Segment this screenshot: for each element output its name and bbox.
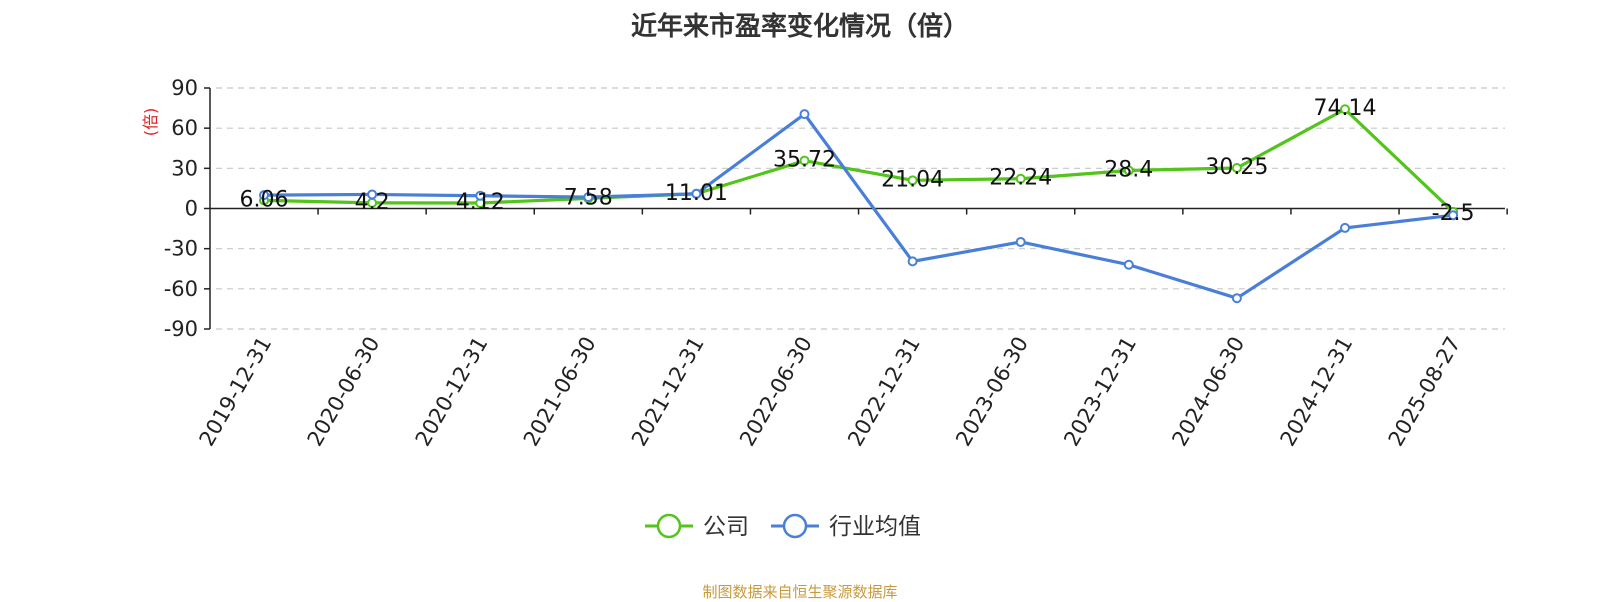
data-point [1123,165,1134,176]
data-label: 4.12 [456,190,505,215]
x-tick-label: 2024-06-30 [1167,333,1249,451]
legend-label: 行业均值 [829,514,921,540]
series-line [263,107,1455,214]
data-point [1231,162,1242,173]
y-tick-label: 60 [171,116,198,140]
data-point [475,190,486,201]
x-tick-label: 2023-06-30 [951,333,1033,451]
y-tick-label: 30 [171,156,198,180]
x-tick-label: 2023-12-31 [1059,333,1141,451]
x-tick-label: 2021-12-31 [627,333,709,451]
grid-lines [216,87,1505,330]
legend[interactable]: 公司 行业均值 [645,513,921,540]
legend-item[interactable]: 行业均值 [771,513,921,540]
y-axis-unit: (倍) [141,108,160,137]
legend-marker [656,513,682,539]
data-label: 11.01 [665,181,728,206]
data-label: 35.72 [773,148,836,173]
data-point [259,190,269,201]
data-label: 30.25 [1205,155,1268,180]
chart-title: 近年来市盈率变化情况（倍） [630,12,969,42]
data-label: 4.2 [355,190,390,215]
data-label: 74.14 [1314,96,1377,121]
source-note: 制图数据来自恒生聚源数据库 [702,583,898,601]
y-tick-label: 90 [171,76,198,100]
data-point [1448,210,1459,221]
data-point [1340,104,1350,115]
data-point [1340,222,1350,233]
x-tick-label: 2022-06-30 [735,333,817,451]
series-line [263,112,1454,300]
x-tick-label: 2021-06-30 [519,333,601,451]
data-label: 21.04 [881,167,944,192]
x-tick-label: 2020-12-31 [411,333,493,451]
x-tick-label: 2019-12-31 [195,333,277,451]
data-point [691,188,702,199]
data-point [1015,236,1026,247]
legend-label: 公司 [703,514,749,540]
data-point [907,256,918,267]
data-point [799,109,810,120]
legend-marker [782,513,808,539]
data-labels: 6.06 4.2 4.12 7.58 11.01 35.72 21.04 22.24 28.4 3… [240,96,1475,226]
x-tick-label: 2022-12-31 [843,333,925,451]
data-label: 22.24 [989,166,1052,191]
legend-item[interactable]: 公司 [645,513,749,540]
y-tick-label: -30 [164,237,198,261]
data-label: 6.06 [240,187,289,212]
data-point [799,155,810,166]
data-point [907,175,918,186]
series-lines [259,104,1459,304]
data-label: 28.4 [1104,157,1153,182]
x-tick-label: 2025-08-27 [1384,333,1466,451]
x-tick-label: 2020-06-30 [303,333,385,451]
y-tick-label: 0 [185,197,198,221]
data-point [583,192,594,203]
data-point [367,189,378,200]
data-label: -2.5 [1432,201,1475,226]
y-tick-label: -90 [164,317,198,341]
data-point [1123,259,1134,270]
y-tick-label: -60 [164,277,198,301]
x-tick-label: 2024-12-31 [1276,333,1358,451]
data-point [1015,173,1026,184]
data-point [1231,293,1242,304]
data-label: 7.58 [564,185,613,210]
